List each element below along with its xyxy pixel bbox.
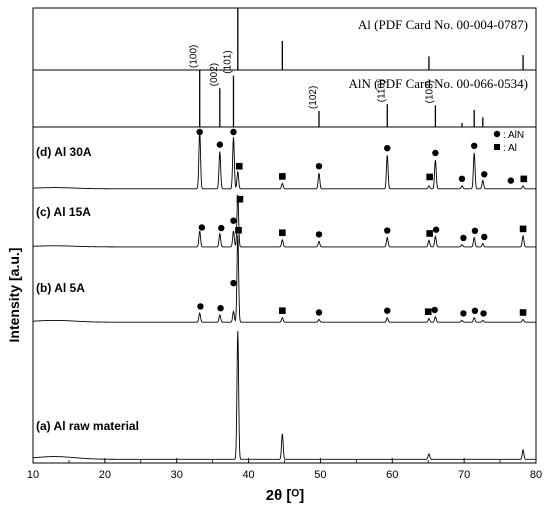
x-tick-label-0: 10: [27, 469, 39, 481]
marker-2-7: [424, 308, 432, 315]
x-axis-label: 2θ [ᴼ]: [266, 487, 304, 504]
series-layer: [32, 131, 536, 460]
ref-al-label: Al (PDF Card No. 00-004-0787): [358, 17, 528, 32]
marker-1-2: [230, 217, 237, 224]
marker-0-7: [426, 173, 433, 181]
marker-1-8: [432, 226, 440, 233]
marker-2-1: [217, 304, 224, 312]
marker-2-6: [384, 307, 391, 314]
marker-0-1: [216, 141, 224, 148]
series-labels: (d) Al 30A (c) Al 15A (b) Al 5A (a) Al raw …: [36, 145, 139, 433]
marker-1-4: [279, 229, 286, 237]
series-line-0: [32, 131, 536, 190]
series-line-1: [32, 194, 536, 248]
marker-0-13: [520, 175, 528, 183]
hkl-label-3: (102): [308, 86, 319, 109]
hkl-label-5: (103): [424, 80, 435, 103]
x-tick-label-7: 80: [530, 469, 542, 481]
marker-1-5: [315, 231, 323, 238]
hkl-labels: (100) (002)(101) (102) (110) (103): [189, 45, 436, 109]
marker-1-9: [460, 234, 467, 242]
marker-0-3: [235, 162, 243, 170]
x-tick-label-5: 60: [386, 469, 398, 481]
marker-1-3: [236, 195, 244, 203]
hkl-label-1: (002): [209, 63, 220, 86]
legend-al-label: : Al: [503, 143, 517, 154]
x-tick-labels: 10 20 30 40 50 60 70 80: [27, 469, 542, 481]
x-tick-label-1: 20: [99, 469, 111, 481]
hkl-label-4: (110): [376, 80, 387, 103]
marker-0-11: [481, 171, 488, 178]
marker-0-5: [315, 163, 323, 170]
hkl-label-2: (101): [222, 50, 233, 73]
marker-0-0: [196, 128, 203, 136]
series-label-0: (d) Al 30A: [36, 145, 92, 159]
marker-2-0: [197, 303, 204, 310]
legend: : AlN : Al: [493, 130, 524, 154]
marker-1-10: [471, 227, 479, 235]
marker-0-2: [230, 128, 237, 136]
x-ticks: [32, 458, 537, 463]
series-line-2: [32, 234, 536, 323]
marker-0-9: [458, 175, 466, 182]
marker-1-7: [426, 230, 433, 237]
x-tick-label-4: 50: [314, 469, 326, 481]
hkl-label-0: (100): [189, 45, 200, 68]
legend-aln-marker: [493, 130, 501, 138]
marker-0-12: [507, 177, 515, 184]
marker-0-4: [279, 173, 286, 180]
marker-0-8: [432, 149, 439, 157]
marker-2-5: [315, 309, 323, 316]
marker-layer: [196, 128, 528, 317]
series-line-3: [32, 331, 536, 460]
marker-2-9: [460, 310, 467, 317]
x-tick-label-3: 40: [242, 469, 254, 481]
marker-2-4: [279, 307, 286, 314]
marker-1-0: [198, 224, 206, 231]
marker-2-12: [519, 309, 527, 316]
legend-aln-label: : AlN: [503, 130, 524, 141]
ref-aln-lines: [199, 70, 484, 127]
marker-2-8: [431, 306, 438, 314]
x-tick-label-2: 30: [171, 469, 183, 481]
marker-1-11: [481, 233, 488, 241]
marker-1-1: [218, 224, 225, 232]
marker-2-3: [235, 226, 242, 234]
series-label-3: (a) Al raw material: [36, 419, 139, 433]
marker-1-6: [384, 227, 391, 234]
y-axis-label: Intensity [a.u.]: [6, 248, 22, 343]
x-axis: 10 20 30 40 50 60 70 80: [27, 458, 542, 481]
series-label-1: (c) Al 15A: [36, 205, 91, 219]
ref-aln-label: AlN (PDF Card No. 00-066-0534): [349, 76, 528, 91]
marker-2-10: [471, 307, 479, 315]
series-label-2: (b) Al 5A: [36, 281, 85, 295]
main-plot: (d) Al 30A (c) Al 15A (b) Al 5A (a) Al raw …: [32, 126, 537, 464]
x-tick-label-6: 70: [458, 469, 470, 481]
marker-2-2: [230, 279, 237, 287]
ref-al-lines: [237, 8, 524, 70]
marker-1-12: [519, 225, 527, 233]
marker-2-11: [480, 310, 487, 317]
marker-0-6: [384, 145, 391, 152]
legend-al-marker: [494, 144, 500, 150]
marker-0-10: [471, 142, 478, 149]
